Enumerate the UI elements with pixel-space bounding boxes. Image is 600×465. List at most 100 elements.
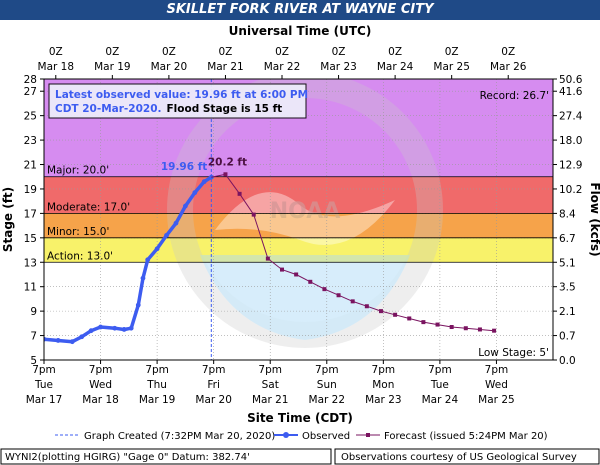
observed-point: [145, 257, 151, 263]
legend: Graph Created (7:32PM Mar 20, 2020) Obse…: [55, 431, 548, 442]
y2-tick-label: 10.2: [559, 184, 582, 196]
forecast-point: [350, 299, 355, 304]
forecast-point: [463, 326, 468, 331]
y2-axis-title: Flow (kcfs): [588, 182, 600, 256]
top-tick-label: Mar 22: [264, 61, 301, 73]
forecast-point: [336, 293, 341, 298]
record-label: Record: 26.7': [480, 90, 549, 102]
observed-peak-label: 19.96 ft: [161, 161, 207, 173]
y2-tick-label: 8.4: [559, 208, 576, 220]
y-tick-label: 17: [24, 208, 37, 220]
bottom-tick-label: Mon: [372, 379, 394, 391]
top-tick-label: Mar 23: [320, 61, 357, 73]
top-tick-label: Mar 20: [151, 61, 188, 73]
y-tick-label: 15: [24, 233, 37, 245]
chart-title: SKILLET FORK RIVER AT WAYNE CITY: [0, 0, 600, 20]
bottom-tick-label: 7pm: [258, 364, 282, 376]
y-tick-label: 19: [24, 184, 37, 196]
forecast-point: [407, 316, 412, 321]
y-axis-title: Stage (ft): [1, 187, 15, 252]
bottom-tick-label: 7pm: [428, 364, 452, 376]
bottom-tick-label: 7pm: [32, 364, 56, 376]
bottom-tick-label: Mar 18: [82, 394, 119, 406]
observed-point: [192, 190, 198, 196]
top-tick-label: 0Z: [275, 46, 289, 58]
forecast-point: [378, 309, 383, 314]
y-tick-label: 13: [24, 257, 37, 269]
observed-point: [44, 336, 47, 342]
data-series: [44, 172, 497, 345]
y-tick-label: 25: [24, 111, 37, 123]
legend-observed-marker: [283, 432, 289, 438]
forecast-point: [322, 287, 327, 292]
observed-point: [79, 334, 85, 340]
info-line-2a: CDT 20-Mar-2020.: [55, 103, 162, 115]
bottom-tick-label: Mar 21: [252, 394, 289, 406]
bottom-tick-label: Sun: [317, 379, 337, 391]
top-tick-label: 0Z: [49, 46, 63, 58]
bottom-tick-label: Tue: [34, 379, 53, 391]
footer-credit: Observations courtesy of US Geological S…: [341, 452, 577, 463]
annotations: Major: 20.0' Moderate: 17.0' Minor: 15.0' A…: [47, 90, 549, 359]
y2-tick-label: 2.1: [559, 306, 576, 318]
bottom-tick-label: Thu: [146, 379, 167, 391]
observed-point: [164, 232, 169, 238]
bottom-tick-label: 7pm: [485, 364, 509, 376]
observed-point: [201, 179, 207, 185]
y2-tick-label: 0.0: [559, 355, 576, 367]
forecast-point: [492, 328, 497, 333]
y-tick-label: 23: [24, 135, 37, 147]
observed-point: [69, 339, 75, 345]
legend-observed-label: Observed: [302, 431, 350, 442]
top-tick-label: 0Z: [388, 46, 402, 58]
bottom-tick-label: 7pm: [202, 364, 226, 376]
y-tick-label: 5: [30, 355, 37, 367]
forecast-point: [449, 325, 454, 330]
observed-point: [88, 328, 94, 334]
info-line-1: Latest observed value: 19.96 ft at 6:00 …: [55, 89, 308, 101]
bottom-tick-label: 7pm: [89, 364, 113, 376]
bottom-axis-title: Site Time (CDT): [247, 411, 353, 425]
top-tick-label: Mar 18: [38, 61, 75, 73]
observed-point: [154, 246, 160, 252]
observed-point: [112, 325, 118, 331]
legend-created-label: Graph Created (7:32PM Mar 20, 2020): [84, 431, 275, 442]
band-label: Minor: 15.0': [47, 226, 109, 238]
low-stage-label: Low Stage: 5': [478, 347, 549, 359]
bottom-tick-label: 7pm: [145, 364, 169, 376]
y2-tick-label: 12.9: [559, 160, 582, 172]
band-minor: [44, 213, 553, 238]
bottom-tick-label: Wed: [89, 379, 112, 391]
top-tick-label: 0Z: [445, 46, 459, 58]
y2-tick-label: 0.7: [559, 331, 576, 343]
forecast-point: [477, 327, 482, 332]
forecast-point: [393, 312, 398, 317]
band-action: [44, 237, 553, 263]
forecast-point: [280, 267, 285, 272]
observed-point: [55, 338, 61, 343]
forecast-point: [237, 191, 242, 196]
band-label: Moderate: 17.0': [47, 201, 130, 213]
plot-border: [43, 78, 554, 361]
observed-point: [182, 203, 188, 209]
top-tick-label: Mar 24: [377, 61, 414, 73]
y2-tick-label: 27.4: [559, 111, 583, 123]
forecast-point: [265, 256, 270, 261]
forecast-peak-label: 20.2 ft: [208, 156, 247, 168]
band-label: Major: 20.0': [47, 165, 109, 177]
top-tick-label: 0Z: [332, 46, 346, 58]
footer-datum: WYNI2(plotting HGIRG) "Gage 0" Datum: 38…: [5, 452, 250, 463]
latest-observed-box: Latest observed value: 19.96 ft at 6:00 …: [48, 83, 308, 119]
bottom-tick-label: Fri: [207, 379, 220, 391]
y2-tick-label: 5.1: [559, 257, 576, 269]
top-tick-label: Mar 25: [433, 61, 470, 73]
top-tick-label: 0Z: [501, 46, 515, 58]
top-tick-label: Mar 26: [490, 61, 527, 73]
bottom-tick-label: Mar 25: [478, 394, 515, 406]
legend-forecast-label: Forecast (issued 5:24PM Mar 20): [384, 431, 548, 442]
y2-tick-label: 6.7: [559, 233, 576, 245]
bottom-tick-label: 7pm: [315, 364, 339, 376]
forecast-point: [223, 172, 228, 177]
y-tick-label: 9: [30, 306, 37, 318]
